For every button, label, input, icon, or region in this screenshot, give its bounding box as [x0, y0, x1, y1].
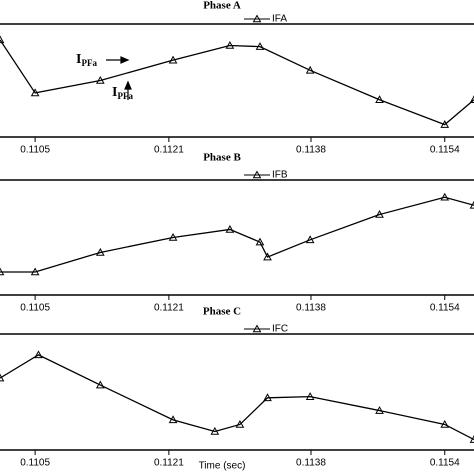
annotation-text: I: [76, 52, 81, 67]
legend-label: IFB: [272, 170, 288, 181]
x-tick-label: 0.1121: [154, 458, 184, 469]
x-tick-label: 0.1121: [154, 145, 184, 156]
x-tick-label: 0.1105: [20, 145, 50, 156]
point-marker: [168, 415, 178, 424]
legend-label: IFC: [272, 324, 288, 335]
x-tick-label: 0.1154: [430, 458, 460, 469]
panel-title: Phase C: [203, 306, 241, 318]
point-marker: [469, 435, 474, 443]
annotation-subscript: PFa: [117, 91, 133, 101]
point-marker: [263, 393, 272, 402]
x-tick-label: 0.1105: [20, 303, 50, 314]
point-marker: [305, 65, 315, 74]
panel-title: Phase B: [203, 152, 241, 164]
point-marker: [255, 42, 265, 50]
point-marker: [34, 350, 43, 359]
point-marker: [30, 88, 40, 97]
legend-marker: [252, 324, 262, 333]
point-marker: [469, 95, 474, 104]
x-tick-label: 0.1154: [430, 303, 460, 314]
legend-label: IFA: [272, 14, 287, 25]
point-marker: [225, 40, 235, 49]
point-marker: [375, 406, 384, 414]
annotation-subscript: PFa: [81, 58, 97, 68]
point-marker: [375, 95, 384, 104]
annotation: IPFa: [112, 85, 133, 101]
x-tick-label: 0.1154: [430, 145, 460, 156]
panel-title: Phase A: [203, 0, 241, 12]
point-marker: [305, 392, 315, 400]
series-line: [0, 39, 474, 126]
x-tick-label: 0.1105: [20, 458, 50, 469]
point-marker: [0, 35, 5, 44]
x-tick-label: 0.1138: [296, 145, 326, 156]
series-line: [0, 354, 474, 441]
point-marker: [440, 120, 450, 128]
annotation: IPFa: [76, 52, 97, 68]
arrow-head: [120, 56, 130, 64]
point-marker: [235, 419, 245, 428]
point-marker: [263, 252, 272, 261]
point-marker: [95, 247, 105, 256]
legend-marker: [252, 14, 262, 23]
point-marker: [469, 200, 474, 209]
arrow-head: [124, 80, 132, 90]
x-tick-label: 0.1138: [296, 458, 326, 469]
point-marker: [95, 75, 105, 84]
legend-marker: [252, 170, 262, 179]
point-marker: [375, 209, 384, 218]
point-marker: [440, 419, 450, 428]
point-marker: [255, 237, 265, 246]
annotation-text: I: [112, 85, 117, 100]
series-line: [0, 196, 474, 273]
x-tick-label: 0.1121: [154, 303, 184, 314]
x-axis-label: Time (sec): [199, 461, 246, 472]
point-marker: [168, 232, 178, 241]
point-marker: [30, 267, 40, 276]
point-marker: [0, 373, 5, 382]
point-marker: [225, 224, 235, 233]
point-marker: [305, 235, 315, 244]
x-tick-label: 0.1138: [296, 303, 326, 314]
point-marker: [210, 426, 220, 435]
annotation-arrows: [106, 56, 132, 100]
point-marker: [168, 55, 178, 64]
point-marker: [440, 192, 450, 201]
point-marker: [95, 380, 105, 389]
point-marker: [0, 267, 5, 276]
